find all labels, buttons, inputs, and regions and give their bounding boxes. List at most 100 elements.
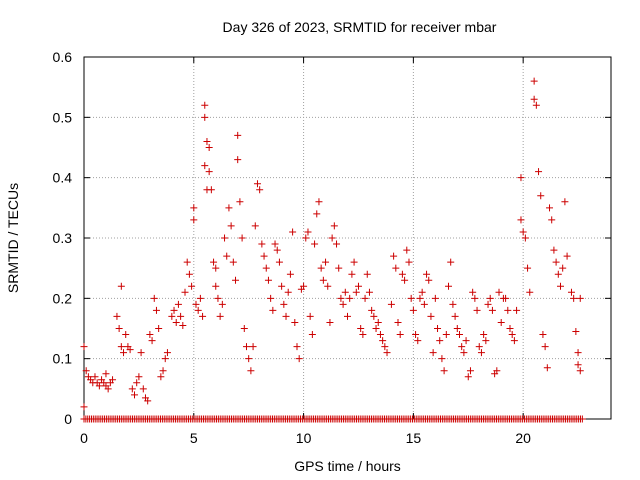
y-tick-label: 0.3 <box>53 230 73 246</box>
data-point <box>530 77 538 85</box>
tick-labels: 0 0.1 0.2 0.3 0.4 0.5 0.6 0 5 10 15 20 <box>53 49 532 446</box>
data-point <box>229 258 237 266</box>
data-point <box>506 325 514 332</box>
data-point <box>109 376 117 384</box>
data-point <box>133 379 141 387</box>
data-point <box>212 264 220 272</box>
data-point <box>212 282 220 290</box>
data-point <box>282 312 290 320</box>
data-point <box>445 282 453 290</box>
data-point <box>163 349 171 357</box>
data-point <box>177 312 185 320</box>
data-point <box>306 312 314 320</box>
data-point <box>205 168 213 176</box>
data-point <box>434 325 442 332</box>
data-point <box>262 264 270 272</box>
data-point <box>567 288 575 296</box>
data-point <box>227 222 235 230</box>
data-point <box>517 174 525 182</box>
data-point <box>390 252 398 260</box>
data-point <box>295 355 303 363</box>
data-point <box>572 328 580 336</box>
data-point <box>556 282 564 290</box>
data-point <box>201 113 209 121</box>
data-point <box>541 343 549 351</box>
data-point <box>80 343 88 351</box>
x-tick-label: 20 <box>515 430 531 446</box>
data-point <box>508 331 516 339</box>
data-point <box>482 337 490 345</box>
data-point <box>462 337 470 345</box>
data-point <box>302 234 310 242</box>
data-point <box>203 137 211 145</box>
data-point <box>354 282 362 290</box>
data-point <box>510 337 518 345</box>
data-point <box>401 276 409 284</box>
data-point <box>192 300 200 308</box>
data-point <box>337 294 345 302</box>
data-point <box>190 204 198 212</box>
y-axis-label: SRMTID / TECUs <box>5 183 21 293</box>
data-point <box>82 367 90 375</box>
data-point <box>447 258 455 266</box>
data-point <box>225 204 233 212</box>
data-point <box>576 294 584 302</box>
data-point <box>291 318 299 326</box>
data-point <box>396 331 404 339</box>
data-point <box>190 216 198 224</box>
data-point <box>570 294 578 302</box>
data-point <box>352 288 360 296</box>
data-point <box>131 391 139 399</box>
data-point <box>188 282 196 290</box>
data-point <box>365 288 373 296</box>
data-point <box>392 264 400 272</box>
data-point <box>537 192 545 200</box>
data-point <box>405 258 413 266</box>
data-point <box>258 240 266 248</box>
data-points <box>80 77 586 423</box>
data-point <box>350 258 358 266</box>
data-point <box>232 276 240 284</box>
data-point <box>317 264 325 272</box>
x-tick-label: 5 <box>190 430 198 446</box>
data-point <box>280 300 288 308</box>
data-point <box>464 373 472 381</box>
x-tick-label: 10 <box>296 430 312 446</box>
data-point <box>517 216 525 224</box>
data-point <box>546 204 554 212</box>
data-point <box>234 156 242 164</box>
data-point <box>330 222 338 230</box>
data-point <box>146 331 154 339</box>
data-point <box>128 385 136 393</box>
data-point <box>313 210 321 218</box>
y-tick-label: 0 <box>64 411 72 427</box>
data-point <box>574 349 582 357</box>
data-point <box>576 367 584 375</box>
data-point <box>150 294 158 302</box>
data-point <box>370 312 378 320</box>
data-point <box>552 258 560 266</box>
data-point <box>412 331 420 339</box>
data-point <box>117 282 125 290</box>
zero-baseline-point <box>578 415 586 423</box>
y-tick-label: 0.2 <box>53 290 73 306</box>
data-point <box>242 343 250 351</box>
data-point <box>236 198 244 206</box>
data-point <box>357 325 365 332</box>
y-tick-label: 0.5 <box>53 109 73 125</box>
data-point <box>431 294 439 302</box>
data-point <box>418 288 426 296</box>
data-point <box>376 331 384 339</box>
data-point <box>550 246 558 254</box>
x-tick-label: 15 <box>406 430 422 446</box>
data-point <box>172 318 180 326</box>
data-point <box>473 306 481 314</box>
chart-title: Day 326 of 2023, SRMTID for receiver mba… <box>223 19 497 35</box>
x-tick-label: 0 <box>80 430 88 446</box>
data-point <box>91 373 99 381</box>
data-point <box>394 318 402 326</box>
data-point <box>480 331 488 339</box>
data-point <box>161 355 169 363</box>
data-point <box>218 300 226 308</box>
data-point <box>368 306 376 314</box>
